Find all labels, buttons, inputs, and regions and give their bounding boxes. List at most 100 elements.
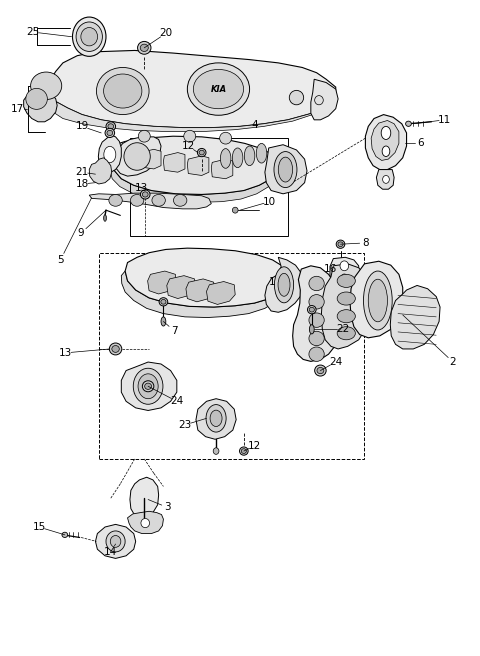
Ellipse shape: [289, 91, 304, 105]
Polygon shape: [148, 271, 176, 294]
Ellipse shape: [105, 129, 115, 138]
Ellipse shape: [338, 242, 343, 247]
Ellipse shape: [275, 267, 294, 303]
Ellipse shape: [187, 63, 250, 115]
Ellipse shape: [62, 532, 68, 537]
Polygon shape: [211, 159, 233, 178]
Polygon shape: [140, 150, 161, 169]
Text: 1: 1: [269, 277, 276, 287]
Ellipse shape: [81, 28, 97, 46]
Text: 22: 22: [336, 324, 349, 335]
Polygon shape: [125, 248, 288, 307]
Text: 21: 21: [75, 167, 89, 177]
Ellipse shape: [161, 299, 166, 304]
Polygon shape: [390, 285, 440, 349]
Polygon shape: [167, 276, 195, 298]
Ellipse shape: [159, 298, 168, 306]
Ellipse shape: [309, 295, 324, 309]
Text: 5: 5: [57, 255, 64, 265]
Polygon shape: [293, 266, 339, 361]
Ellipse shape: [144, 383, 152, 390]
Ellipse shape: [96, 68, 149, 115]
Ellipse shape: [274, 152, 297, 188]
Polygon shape: [96, 524, 136, 558]
Ellipse shape: [109, 194, 122, 206]
Text: 8: 8: [362, 238, 369, 248]
Text: 3: 3: [164, 502, 170, 512]
Ellipse shape: [106, 122, 116, 131]
Ellipse shape: [138, 131, 150, 142]
Polygon shape: [322, 264, 370, 349]
Ellipse shape: [107, 131, 113, 136]
Ellipse shape: [244, 146, 255, 166]
Polygon shape: [371, 121, 399, 161]
Polygon shape: [265, 257, 303, 312]
Text: 25: 25: [26, 27, 40, 37]
Polygon shape: [128, 511, 163, 533]
Text: 10: 10: [263, 197, 276, 207]
Ellipse shape: [309, 313, 324, 327]
Ellipse shape: [240, 447, 248, 455]
Ellipse shape: [406, 121, 411, 127]
Ellipse shape: [143, 380, 154, 392]
Ellipse shape: [381, 127, 391, 140]
Ellipse shape: [368, 279, 387, 322]
Ellipse shape: [241, 449, 246, 453]
Text: 13: 13: [59, 348, 72, 358]
Text: 12: 12: [248, 441, 261, 451]
Ellipse shape: [143, 192, 148, 197]
Ellipse shape: [336, 240, 345, 249]
Ellipse shape: [141, 190, 150, 199]
Text: 7: 7: [170, 325, 177, 336]
Text: 13: 13: [135, 183, 148, 193]
Ellipse shape: [109, 343, 122, 355]
Ellipse shape: [309, 347, 324, 361]
Text: 24: 24: [329, 357, 342, 367]
Ellipse shape: [220, 149, 231, 169]
Ellipse shape: [341, 274, 348, 283]
Ellipse shape: [197, 148, 206, 157]
Text: 6: 6: [418, 138, 424, 148]
Ellipse shape: [140, 44, 148, 51]
Polygon shape: [265, 145, 307, 194]
Polygon shape: [330, 257, 359, 285]
Text: 16: 16: [324, 264, 336, 274]
Text: 4: 4: [251, 120, 258, 130]
Polygon shape: [163, 153, 185, 173]
Ellipse shape: [104, 74, 142, 108]
Ellipse shape: [315, 365, 326, 376]
Ellipse shape: [141, 518, 150, 527]
Ellipse shape: [31, 72, 62, 100]
Polygon shape: [24, 91, 57, 122]
Text: 19: 19: [75, 121, 89, 131]
Text: 15: 15: [32, 522, 46, 532]
Ellipse shape: [363, 271, 392, 330]
Polygon shape: [350, 261, 403, 338]
Ellipse shape: [210, 410, 222, 426]
Text: 24: 24: [170, 396, 183, 406]
Polygon shape: [121, 271, 287, 318]
Text: 2: 2: [450, 357, 456, 367]
Ellipse shape: [206, 405, 226, 432]
Ellipse shape: [173, 194, 187, 206]
Polygon shape: [98, 135, 121, 173]
Ellipse shape: [220, 133, 232, 144]
Text: 18: 18: [75, 179, 89, 189]
Ellipse shape: [104, 146, 116, 163]
Text: 11: 11: [438, 115, 452, 125]
Ellipse shape: [152, 194, 165, 206]
Ellipse shape: [104, 215, 107, 221]
Ellipse shape: [131, 194, 144, 206]
Bar: [130, 138, 288, 236]
Ellipse shape: [124, 143, 150, 171]
Text: 17: 17: [12, 104, 24, 113]
Ellipse shape: [309, 331, 324, 346]
Ellipse shape: [108, 124, 114, 129]
Ellipse shape: [317, 367, 324, 374]
Polygon shape: [311, 79, 338, 120]
Ellipse shape: [106, 531, 125, 552]
Ellipse shape: [72, 17, 106, 56]
Ellipse shape: [133, 368, 163, 404]
Polygon shape: [89, 193, 211, 209]
Polygon shape: [186, 279, 215, 302]
